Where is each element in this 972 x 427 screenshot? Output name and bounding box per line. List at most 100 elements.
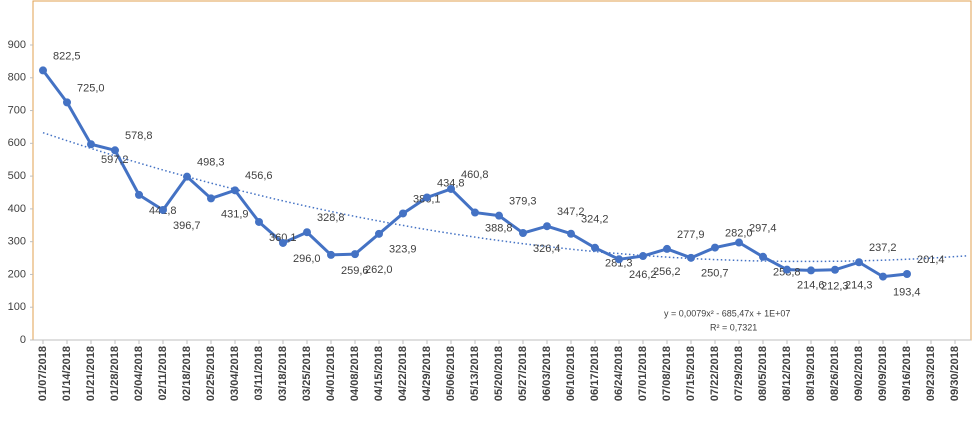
x-tick-label: 04/29/2018 xyxy=(421,346,433,401)
x-tick-label: 02/18/2018 xyxy=(181,346,193,401)
data-label: 456,6 xyxy=(245,170,273,182)
x-tick-label: 07/15/2018 xyxy=(685,346,697,401)
data-label: 326,4 xyxy=(533,243,561,255)
point xyxy=(519,229,527,238)
point xyxy=(159,205,167,214)
x-tick-label: 02/11/2018 xyxy=(157,346,169,400)
x-tick-label: 07/29/2018 xyxy=(733,346,745,401)
data-label: 277,9 xyxy=(677,229,705,241)
point xyxy=(567,229,575,238)
x-tick-label: 07/22/2018 xyxy=(709,346,721,401)
point xyxy=(783,265,791,274)
point xyxy=(447,184,455,193)
point xyxy=(303,228,311,237)
x-tick-label: 06/10/2018 xyxy=(565,346,577,401)
y-tick-label: 300 xyxy=(8,236,26,248)
point xyxy=(399,209,407,218)
x-tick-label: 09/09/2018 xyxy=(877,346,889,401)
data-label: 388,8 xyxy=(485,222,513,234)
data-label: 347,2 xyxy=(557,206,585,218)
x-tick-label: 05/27/2018 xyxy=(517,346,529,401)
point xyxy=(639,252,647,261)
data-label: 262,0 xyxy=(365,264,393,276)
point xyxy=(471,208,479,217)
point xyxy=(63,98,71,107)
x-tick-label: 06/17/2018 xyxy=(589,346,601,401)
x-tick-label: 06/03/2018 xyxy=(541,346,553,401)
data-label: 259,6 xyxy=(341,265,369,277)
x-tick-label: 02/04/2018 xyxy=(133,346,145,401)
point xyxy=(807,266,815,275)
data-label: 281,3 xyxy=(605,258,633,270)
trend-annotation: y = 0,0079x² - 685,47x + 1E+07 xyxy=(664,308,790,318)
data-label: 396,7 xyxy=(173,220,201,232)
x-tick-label: 09/23/2018 xyxy=(925,346,937,401)
x-tick-label: 07/01/2018 xyxy=(637,346,649,401)
x-tick-label: 07/08/2018 xyxy=(661,346,673,401)
trend-annotation: R² = 0,7321 xyxy=(710,322,757,332)
point xyxy=(759,252,767,261)
x-tick-label: 04/01/2018 xyxy=(325,346,337,401)
point xyxy=(39,66,47,75)
point xyxy=(231,186,239,195)
data-label: 214,3 xyxy=(845,280,873,292)
x-tick-label: 09/30/2018 xyxy=(949,346,961,401)
x-tick-label: 01/28/2018 xyxy=(109,346,121,401)
data-label: 434,8 xyxy=(437,177,465,189)
x-tick-label: 02/25/2018 xyxy=(205,346,217,401)
point xyxy=(327,250,335,259)
point xyxy=(903,269,911,278)
point xyxy=(831,265,839,274)
x-tick-label: 05/06/2018 xyxy=(445,346,457,401)
y-tick-label: 700 xyxy=(8,104,26,116)
point xyxy=(615,255,623,264)
point xyxy=(591,243,599,252)
y-tick-label: 500 xyxy=(8,170,26,182)
x-tick-label: 08/19/2018 xyxy=(805,346,817,401)
point xyxy=(183,172,191,181)
data-label: 201,4 xyxy=(917,254,945,266)
point xyxy=(543,222,551,231)
data-label: 578,8 xyxy=(125,130,153,142)
point xyxy=(687,253,695,262)
y-tick-label: 900 xyxy=(8,39,26,51)
x-tick-label: 09/02/2018 xyxy=(853,346,865,401)
data-label: 822,5 xyxy=(53,50,81,62)
x-tick-label: 03/04/2018 xyxy=(229,346,241,401)
point xyxy=(495,211,503,220)
data-label: 250,7 xyxy=(701,268,729,280)
data-label: 328,8 xyxy=(317,212,345,224)
x-tick-label: 01/07/2018 xyxy=(37,346,49,401)
data-label: 214,6 xyxy=(797,280,825,292)
x-tick-label: 03/25/2018 xyxy=(301,346,313,401)
x-tick-label: 01/14/2018 xyxy=(61,346,73,401)
point xyxy=(855,258,863,267)
y-tick-label: 100 xyxy=(8,301,26,313)
y-tick-label: 200 xyxy=(8,268,26,280)
point xyxy=(351,250,359,259)
x-tick-label: 08/26/2018 xyxy=(829,346,841,401)
data-label: 282,0 xyxy=(725,227,753,239)
y-tick-label: 600 xyxy=(8,137,26,149)
data-label: 460,8 xyxy=(461,169,489,181)
x-tick-label: 04/15/2018 xyxy=(373,346,385,401)
data-label: 246,2 xyxy=(629,269,657,281)
x-tick-label: 09/16/2018 xyxy=(901,346,913,401)
data-label: 597,2 xyxy=(101,154,129,166)
data-label: 256,2 xyxy=(653,266,681,278)
data-label: 323,9 xyxy=(389,244,417,256)
x-tick-label: 08/05/2018 xyxy=(757,346,769,401)
x-tick-label: 04/08/2018 xyxy=(349,346,361,401)
y-tick-label: 400 xyxy=(8,203,26,215)
y-tick-label: 800 xyxy=(8,72,26,84)
point xyxy=(735,238,743,247)
point xyxy=(375,229,383,238)
point xyxy=(879,272,887,281)
x-tick-label: 03/11/2018 xyxy=(253,346,265,400)
x-tick-label: 01/21/2018 xyxy=(85,346,97,401)
x-tick-label: 06/24/2018 xyxy=(613,346,625,401)
point xyxy=(207,194,215,203)
point xyxy=(255,217,263,226)
x-tick-label: 03/18/2018 xyxy=(277,346,289,401)
